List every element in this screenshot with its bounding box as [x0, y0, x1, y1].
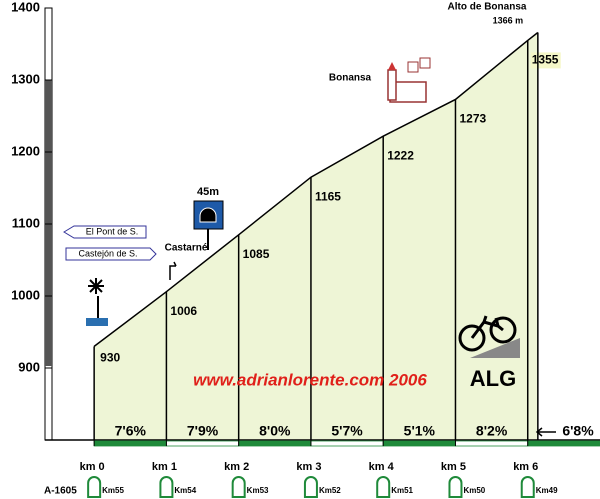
summit-label: 1366 m [493, 15, 524, 25]
milestone-label: Km50 [463, 486, 485, 495]
y-tick-label: 900 [18, 359, 40, 374]
y-tick-label: 1200 [11, 143, 40, 158]
milestone-label: Km52 [319, 486, 341, 495]
segment-bar [382, 440, 456, 447]
y-tick-label: 1400 [11, 0, 40, 14]
annotation: www.adrianlorente.com 2006 [193, 370, 427, 389]
x-tick-label: km 2 [224, 461, 249, 473]
value-label: 1355 [532, 53, 559, 67]
value-label: 930 [100, 351, 120, 365]
axis-bar-fill [45, 80, 52, 366]
x-tick-label: km 1 [152, 461, 177, 473]
annotation: Bonansa [329, 73, 372, 84]
milestone-label: Km53 [247, 486, 269, 495]
y-tick-label: 1100 [12, 215, 40, 230]
gradient-label: 5'1% [404, 423, 436, 439]
annotation: El Pont de S. [86, 226, 139, 236]
segment-bar [455, 440, 529, 447]
gradient-label: 8'2% [476, 423, 508, 439]
milestone-icon [376, 476, 391, 498]
segment-bar [93, 440, 167, 447]
direction-signs [63, 225, 177, 326]
milestone-icon [303, 476, 318, 498]
annotation: Castejón de S. [78, 248, 137, 258]
y-tick-label: 1300 [11, 71, 40, 86]
x-tick-label: km 6 [513, 461, 538, 473]
milestone-label: Km54 [174, 486, 196, 495]
profile-area [94, 32, 538, 440]
gradient-label: 8'0% [259, 423, 291, 439]
value-label: 1006 [170, 304, 197, 318]
milestone-icon [87, 476, 102, 498]
segment-bar [527, 440, 600, 447]
segment-bar [166, 440, 240, 447]
annotation: ALG [470, 366, 516, 391]
milestone-icon [520, 476, 535, 498]
segment-bar [310, 440, 384, 447]
gradient-label: 7'9% [187, 423, 219, 439]
x-tick-label: km 0 [80, 461, 105, 473]
annotation: 45m [197, 186, 219, 198]
value-label: 1273 [459, 112, 486, 126]
gradient-label: 6'8% [562, 423, 594, 439]
value-label: 1222 [387, 148, 414, 162]
x-tick-label: km 3 [296, 461, 321, 473]
milestone-icon [159, 476, 174, 498]
road-label: A-1605 [44, 486, 77, 497]
annotation: Castarné [165, 243, 208, 254]
milestone-label: Km49 [536, 486, 558, 495]
annotation: Alto de Bonansa [448, 2, 527, 13]
bike-icon [458, 315, 520, 358]
x-tick-label: km 5 [441, 461, 466, 473]
milestone-label: Km51 [391, 486, 413, 495]
gradient-label: 5'7% [331, 423, 363, 439]
segment-bar [238, 440, 312, 447]
value-label: 1165 [315, 189, 341, 203]
profile-line [93, 31, 539, 347]
gradient-label: 7'6% [115, 423, 147, 439]
value-label: 1085 [243, 247, 270, 261]
milestone-icon [231, 476, 246, 498]
milestone-label: Km55 [102, 486, 124, 495]
church-icon [387, 57, 431, 103]
x-tick-label: km 4 [369, 461, 395, 473]
y-tick-label: 1000 [11, 287, 40, 302]
arrow [535, 427, 556, 437]
tunnel-sign [193, 200, 224, 250]
milestone-icon [448, 476, 463, 498]
